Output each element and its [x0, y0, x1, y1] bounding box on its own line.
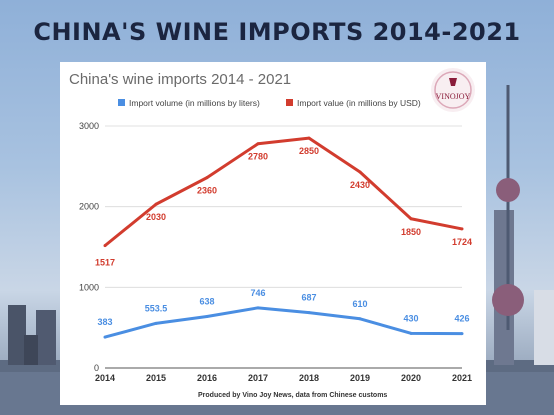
data-label: 687 — [301, 293, 316, 303]
x-tick-label: 2020 — [401, 373, 421, 383]
y-tick-label: 3000 — [79, 121, 99, 131]
data-point — [154, 202, 158, 206]
data-point — [205, 315, 209, 319]
data-point — [409, 217, 413, 221]
data-label: 2780 — [248, 152, 268, 162]
data-label: 638 — [199, 297, 214, 307]
data-label: 383 — [97, 317, 112, 327]
data-label: 2430 — [350, 180, 370, 190]
data-label: 2030 — [146, 212, 166, 222]
legend-label: Import volume (in millions by liters) — [129, 98, 260, 108]
data-label: 553.5 — [145, 303, 168, 313]
data-point — [205, 176, 209, 180]
x-tick-label: 2019 — [350, 373, 370, 383]
data-point — [460, 227, 464, 231]
x-tick-label: 2015 — [146, 373, 166, 383]
chart-panel: China's wine imports 2014 - 2021 VINOJOY… — [60, 62, 486, 405]
legend-label: Import value (in millions by USD) — [297, 98, 421, 108]
data-label: 426 — [454, 314, 469, 324]
x-axis: 2014 2015 2016 2017 2018 2019 2020 2021 — [95, 373, 472, 383]
data-point — [103, 335, 107, 339]
legend-swatch — [118, 99, 125, 106]
data-point — [358, 317, 362, 321]
legend-swatch — [286, 99, 293, 106]
legend: Import volume (in millions by liters) Imp… — [118, 98, 421, 108]
headline: CHINA'S WINE IMPORTS 2014-2021 — [33, 18, 521, 46]
chart-title: China's wine imports 2014 - 2021 — [69, 71, 291, 88]
volume-series-line — [104, 306, 463, 339]
y-tick-label: 0 — [94, 363, 99, 373]
data-label: 746 — [250, 288, 265, 298]
x-tick-label: 2014 — [95, 373, 115, 383]
x-tick-label: 2016 — [197, 373, 217, 383]
data-point — [256, 142, 260, 146]
wine-glass-icon — [449, 78, 457, 86]
data-point — [409, 331, 413, 335]
data-label: 610 — [352, 299, 367, 309]
x-tick-label: 2021 — [452, 373, 472, 383]
data-label: 1517 — [95, 258, 115, 268]
data-point — [154, 321, 158, 325]
data-point — [307, 136, 311, 140]
data-label: 1850 — [401, 227, 421, 237]
logo-text: VINOJOY — [436, 92, 471, 101]
data-point — [460, 332, 464, 336]
credit-text: Produced by Vino Joy News, data from Chi… — [198, 392, 387, 399]
series-group: 383 553.5 638 746 687 610 430 426 1517 2030 2360 27… — [95, 136, 472, 339]
y-tick-label: 2000 — [79, 202, 99, 212]
data-point — [307, 311, 311, 315]
data-label: 2360 — [197, 186, 217, 196]
value-series-line — [104, 136, 463, 247]
data-point — [358, 170, 362, 174]
data-label: 430 — [403, 313, 418, 323]
y-tick-label: 1000 — [79, 282, 99, 292]
data-label: 1724 — [452, 237, 472, 247]
line-chart: China's wine imports 2014 - 2021 VINOJOY… — [69, 68, 475, 399]
data-point — [103, 244, 107, 248]
x-tick-label: 2018 — [299, 373, 319, 383]
data-point — [256, 306, 260, 310]
y-axis: 0 1000 2000 3000 — [79, 121, 99, 373]
x-tick-label: 2017 — [248, 373, 268, 383]
gridlines — [105, 125, 462, 369]
vinojoy-logo: VINOJOY — [431, 68, 475, 112]
data-label: 2850 — [299, 146, 319, 156]
